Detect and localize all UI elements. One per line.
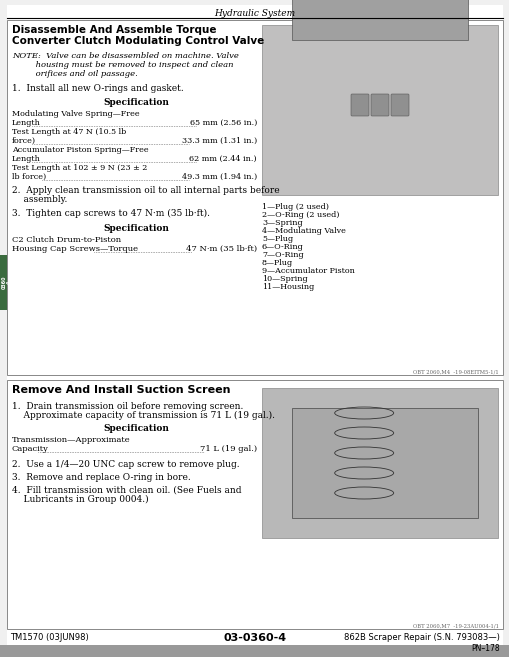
Bar <box>0 255 8 310</box>
Text: 03
0360
4: 03 0360 4 <box>0 276 12 289</box>
Text: 3.  Remove and replace O-ring in bore.: 3. Remove and replace O-ring in bore. <box>12 473 190 482</box>
Text: NOTE:  Valve can be disassembled on machine. Valve: NOTE: Valve can be disassembled on machi… <box>12 52 238 60</box>
Text: 47 N·m (35 lb·ft): 47 N·m (35 lb·ft) <box>185 245 257 253</box>
Text: 2.  Use a 1/4—20 UNC cap screw to remove plug.: 2. Use a 1/4—20 UNC cap screw to remove … <box>12 460 239 469</box>
Text: Test Length at 47 N (10.5 lb: Test Length at 47 N (10.5 lb <box>12 128 126 136</box>
Bar <box>7 380 502 629</box>
Text: 9—Accumulator Piston: 9—Accumulator Piston <box>262 267 354 275</box>
Text: Length: Length <box>12 119 41 127</box>
Text: 3—Spring: 3—Spring <box>262 219 302 227</box>
Text: 65 mm (2.56 in.): 65 mm (2.56 in.) <box>189 119 257 127</box>
Text: Lubricants in Group 0004.): Lubricants in Group 0004.) <box>12 495 148 504</box>
Text: 3.  Tighten cap screws to 47 N·m (35 lb·ft).: 3. Tighten cap screws to 47 N·m (35 lb·f… <box>12 209 210 218</box>
Text: Converter Clutch Modulating Control Valve: Converter Clutch Modulating Control Valv… <box>12 36 264 46</box>
Text: 2.  Apply clean transmission oil to all internal parts before: 2. Apply clean transmission oil to all i… <box>12 186 279 195</box>
Text: 10—Spring: 10—Spring <box>262 275 307 283</box>
Text: 1—Plug (2 used): 1—Plug (2 used) <box>262 203 328 211</box>
Bar <box>292 0 467 40</box>
Bar <box>7 20 502 375</box>
Text: 1.  Drain transmission oil before removing screen.: 1. Drain transmission oil before removin… <box>12 402 243 411</box>
Text: 8—Plug: 8—Plug <box>262 259 293 267</box>
Text: orifices and oil passage.: orifices and oil passage. <box>12 70 137 78</box>
Text: Transmission—Approximate: Transmission—Approximate <box>12 436 130 444</box>
Text: 2—O-Ring (2 used): 2—O-Ring (2 used) <box>262 211 339 219</box>
Text: 62 mm (2.44 in.): 62 mm (2.44 in.) <box>189 155 257 163</box>
Text: Specification: Specification <box>103 98 168 107</box>
Text: OBT 2060,M4  -19-08EITM5-1/1: OBT 2060,M4 -19-08EITM5-1/1 <box>412 369 498 374</box>
Text: 4—Modulating Valve: 4—Modulating Valve <box>262 227 345 235</box>
Text: Hydraulic System: Hydraulic System <box>214 9 295 18</box>
Text: Length: Length <box>12 155 41 163</box>
Text: Test Length at 102 ± 9 N (23 ± 2: Test Length at 102 ± 9 N (23 ± 2 <box>12 164 147 172</box>
Text: 33.3 mm (1.31 in.): 33.3 mm (1.31 in.) <box>181 137 257 145</box>
Text: 5—Plug: 5—Plug <box>262 235 293 243</box>
Bar <box>262 25 497 195</box>
Text: lb force): lb force) <box>12 173 46 181</box>
Text: 862B Scraper Repair (S.N. 793083—): 862B Scraper Repair (S.N. 793083—) <box>344 633 499 642</box>
Text: Capacity: Capacity <box>12 445 49 453</box>
Bar <box>262 388 497 538</box>
Text: Modulating Valve Spring—Free: Modulating Valve Spring—Free <box>12 110 139 118</box>
Text: C2 Clutch Drum-to-Piston: C2 Clutch Drum-to-Piston <box>12 236 121 244</box>
Text: Approximate capacity of transmission is 71 L (19 gal.).: Approximate capacity of transmission is … <box>12 411 274 420</box>
Text: 1.  Install all new O-rings and gasket.: 1. Install all new O-rings and gasket. <box>12 84 183 93</box>
Text: Remove And Install Suction Screen: Remove And Install Suction Screen <box>12 385 230 395</box>
Text: TM1570 (03JUN98): TM1570 (03JUN98) <box>10 633 89 642</box>
Text: OBT 2060,M7  -19-23AU004-1/1: OBT 2060,M7 -19-23AU004-1/1 <box>412 623 498 628</box>
Text: 71 L (19 gal.): 71 L (19 gal.) <box>200 445 257 453</box>
Text: Accumulator Piston Spring—Free: Accumulator Piston Spring—Free <box>12 146 148 154</box>
Text: Specification: Specification <box>103 424 168 433</box>
Text: Disassemble And Assemble Torque: Disassemble And Assemble Torque <box>12 25 216 35</box>
Text: Housing Cap Screws—Torque: Housing Cap Screws—Torque <box>12 245 138 253</box>
Text: Specification: Specification <box>103 224 168 233</box>
Text: 11—Housing: 11—Housing <box>262 283 314 291</box>
FancyBboxPatch shape <box>350 94 369 116</box>
Text: 7—O-Ring: 7—O-Ring <box>262 251 303 259</box>
Bar <box>292 408 477 518</box>
Text: 6—O-Ring: 6—O-Ring <box>262 243 303 251</box>
Text: assembly.: assembly. <box>12 195 67 204</box>
Text: force): force) <box>12 137 36 145</box>
FancyBboxPatch shape <box>370 94 388 116</box>
Text: 03-0360-4: 03-0360-4 <box>223 633 286 643</box>
Text: PN–178: PN–178 <box>470 644 499 653</box>
Text: housing must be removed to inspect and clean: housing must be removed to inspect and c… <box>12 61 233 69</box>
FancyBboxPatch shape <box>390 94 408 116</box>
Text: 4.  Fill transmission with clean oil. (See Fuels and: 4. Fill transmission with clean oil. (Se… <box>12 486 241 495</box>
Bar <box>0 645 509 657</box>
Text: 49.3 mm (1.94 in.): 49.3 mm (1.94 in.) <box>181 173 257 181</box>
